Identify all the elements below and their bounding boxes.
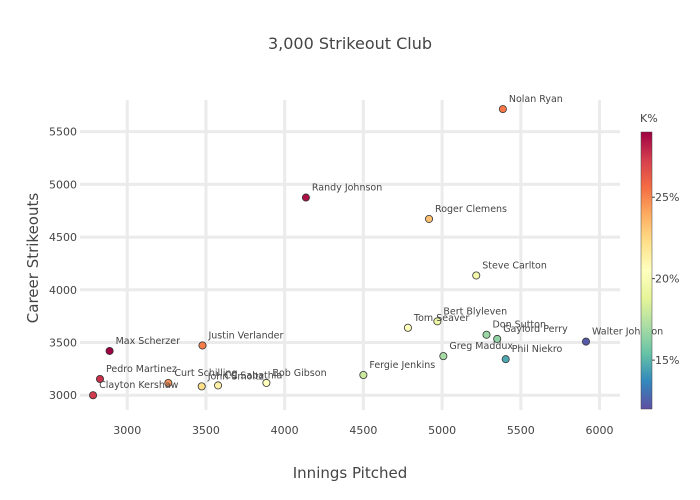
- data-point: [359, 370, 368, 379]
- point-label: Max Scherzer: [116, 336, 181, 347]
- data-point: [425, 214, 434, 223]
- x-tick-label: 3500: [192, 424, 220, 437]
- y-tick-label: 4500: [49, 231, 77, 244]
- x-tick-label: 5000: [428, 424, 456, 437]
- point-label: Justin Verlander: [207, 330, 283, 341]
- data-point: [198, 341, 207, 350]
- data-point: [433, 317, 442, 326]
- x-axis-title: Innings Pitched: [293, 464, 408, 482]
- point-label: Roger Clemens: [435, 204, 507, 215]
- point-label: Steve Carlton: [482, 260, 547, 271]
- data-point: [89, 391, 98, 400]
- data-point: [472, 271, 481, 280]
- colorbar-tick-label: 25%: [655, 191, 679, 204]
- x-tick-label: 4500: [349, 424, 377, 437]
- x-tick-label: 3000: [113, 424, 141, 437]
- data-point: [105, 346, 114, 355]
- point-label: Bob Gibson: [272, 368, 326, 379]
- data-point: [95, 374, 104, 383]
- y-tick-label: 4000: [49, 284, 77, 297]
- point-labels: Nolan Ryan Randy Johnson Roger Clemens Stev…: [99, 94, 663, 391]
- point-label: Tom Seaver: [413, 313, 469, 324]
- point-label: Pedro Martinez: [106, 364, 177, 375]
- data-point: [214, 381, 223, 390]
- grid-lines: [80, 100, 620, 410]
- x-tick-label: 5500: [507, 424, 535, 437]
- point-label: Clayton Kershaw: [99, 380, 179, 391]
- point-label: Walter Johnson: [592, 327, 663, 338]
- data-point: [197, 382, 206, 391]
- point-label: Randy Johnson: [312, 183, 382, 194]
- point-label: Gaylord Perry: [503, 324, 568, 335]
- x-tick-label: 4000: [271, 424, 299, 437]
- point-label: Don Sutton: [492, 320, 546, 331]
- data-point: [301, 193, 310, 202]
- data-point: [262, 378, 271, 387]
- colorbar: K% 15% 20% 25%: [640, 112, 679, 410]
- data-point: [493, 334, 502, 343]
- point-label: Bert Blyleven: [443, 306, 507, 317]
- point-label: CC Sabathia: [224, 370, 282, 381]
- colorbar-title: K%: [640, 112, 658, 125]
- data-point: [439, 352, 448, 361]
- point-label: Greg Maddux: [449, 341, 513, 352]
- data-point: [498, 105, 507, 114]
- chart-title: 3,000 Strikeout Club: [268, 34, 432, 53]
- axis-ticks: 3000 3500 4000 4500 5000 5500 6000 3000 3500 4000…: [49, 126, 614, 437]
- y-tick-label: 5500: [49, 126, 77, 139]
- point-label: Nolan Ryan: [509, 94, 563, 105]
- y-tick-label: 3500: [49, 337, 77, 350]
- data-point: [482, 330, 491, 339]
- y-axis-title: Career Strikeouts: [24, 193, 42, 324]
- point-label: Phil Niekro: [512, 344, 563, 355]
- colorbar-tick-label: 20%: [655, 273, 679, 286]
- point-label: Curt Schilling: [174, 368, 237, 379]
- x-tick-label: 6000: [586, 424, 614, 437]
- data-points: [89, 105, 590, 400]
- point-label: John Smoltz: [207, 371, 264, 382]
- data-point: [501, 355, 510, 364]
- data-point: [403, 323, 412, 332]
- y-tick-label: 3000: [49, 389, 77, 402]
- colorbar-gradient: [640, 131, 653, 410]
- point-label: Fergie Jenkins: [369, 360, 435, 371]
- data-point: [581, 337, 590, 346]
- data-point: [164, 379, 173, 388]
- colorbar-tick-label: 15%: [655, 354, 679, 367]
- y-tick-label: 5000: [49, 178, 77, 191]
